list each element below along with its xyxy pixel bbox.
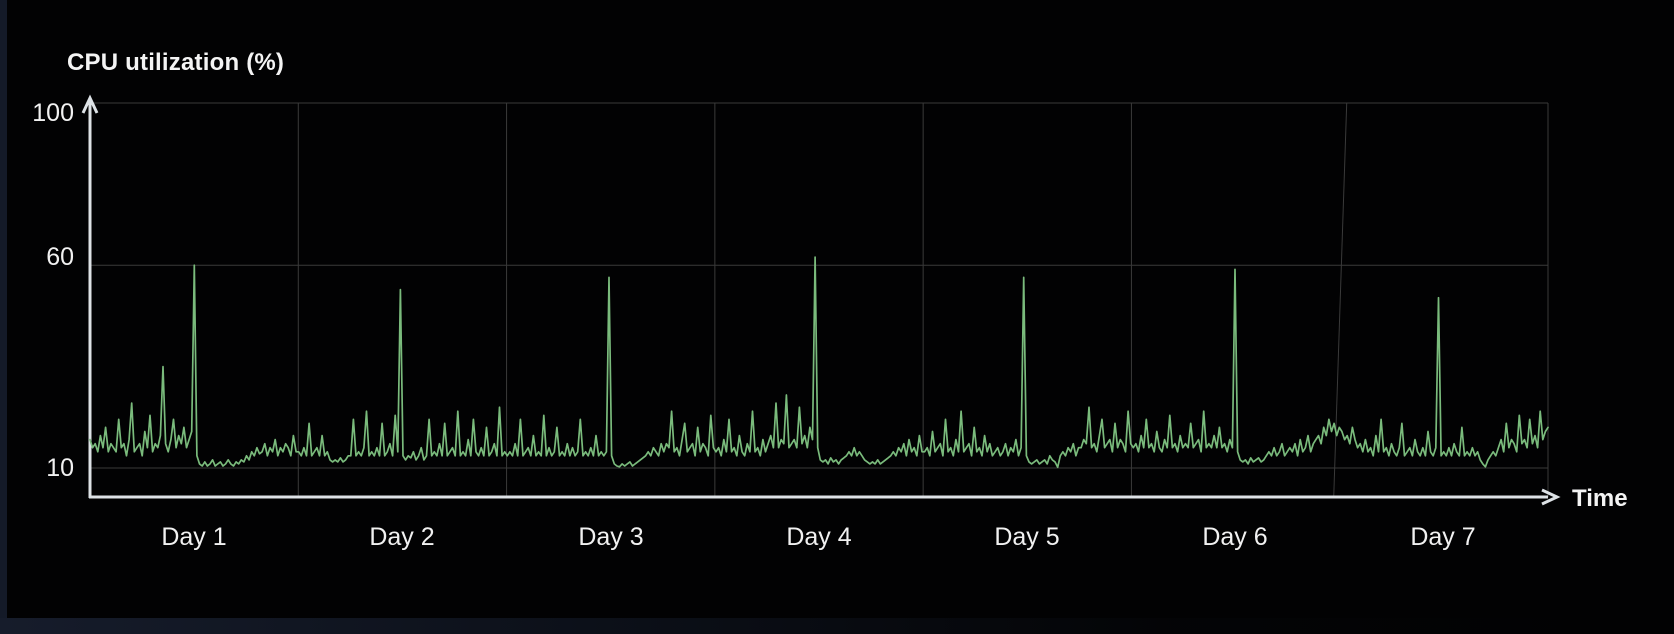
x-axis-arrowhead <box>1541 488 1561 506</box>
chart-title: CPU utilization (%) <box>67 49 285 76</box>
x-axis-tick-day-1: Day 1 <box>161 523 227 551</box>
x-axis-label: Time <box>1572 485 1628 512</box>
x-axis-tick-day-7: Day 7 <box>1410 523 1476 551</box>
x-axis-tick-day-2: Day 2 <box>369 523 435 551</box>
y-axis-tick-60: 60 <box>46 243 74 271</box>
x-axis-tick-day-6: Day 6 <box>1202 523 1268 551</box>
y-axis-tick-100: 100 <box>32 99 74 127</box>
x-axis-tick-day-5: Day 5 <box>994 523 1060 551</box>
x-axis-tick-day-3: Day 3 <box>578 523 644 551</box>
y-axis-tick-10: 10 <box>46 454 74 482</box>
window-bottom-edge <box>0 618 1674 634</box>
x-axis-tick-day-4: Day 4 <box>786 523 852 551</box>
cpu-utilization-series-line <box>89 256 1549 469</box>
window-left-edge <box>0 0 7 634</box>
y-axis-arrowhead <box>81 94 99 114</box>
